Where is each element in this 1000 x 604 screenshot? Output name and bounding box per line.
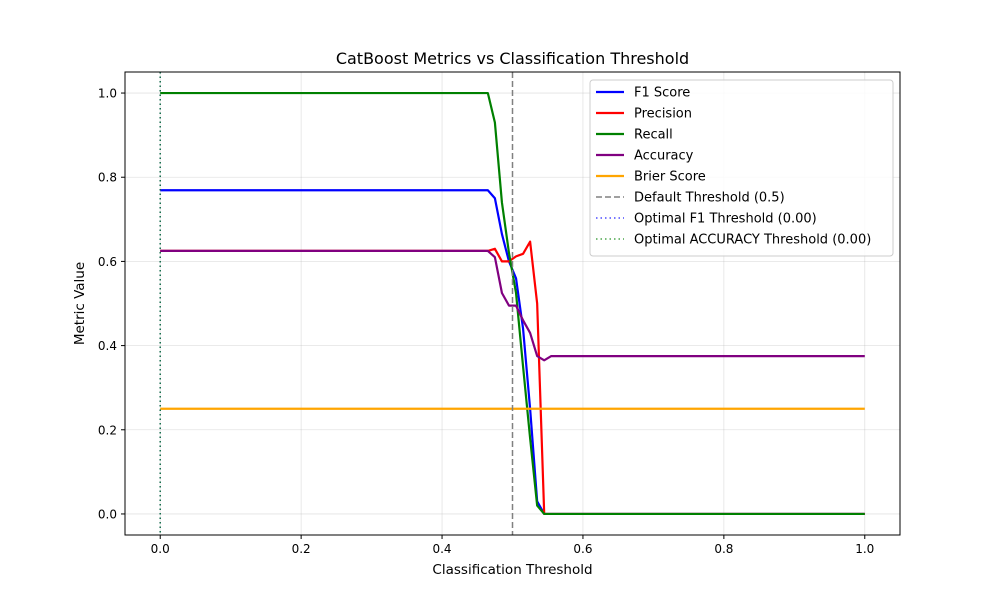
legend-label: Recall [634, 128, 673, 143]
x-axis-label: Classification Threshold [432, 562, 592, 578]
y-tick-label: 0.4 [98, 339, 117, 353]
legend-box [589, 79, 894, 257]
y-tick-label: 1.0 [98, 87, 117, 101]
chart-title: CatBoost Metrics vs Classification Thres… [336, 49, 689, 68]
ticks: 0.0 0.2 0.4 0.6 0.8 1.0 0.0 0.2 0.4 0.6 0.8 1.0 [98, 87, 874, 556]
y-axis-label: Metric Value [72, 262, 88, 345]
plot-lines [159, 72, 865, 535]
x-tick-label: 0.2 [292, 542, 311, 556]
legend-label: Precision [634, 107, 692, 122]
series-line-recall [160, 91, 865, 516]
axes-frame [124, 71, 901, 536]
legend-label: F1 Score [634, 86, 690, 101]
legend-label: Default Threshold (0.5) [634, 191, 785, 206]
x-tick-label: 0.6 [573, 542, 592, 556]
x-tick-label: 0.4 [432, 542, 451, 556]
x-tick-label: 0.8 [714, 542, 733, 556]
y-tick-label: 0.2 [98, 423, 117, 437]
series-line-accuracy [160, 249, 865, 362]
legend: F1 Score Precision Recall Accuracy Brier Sco… [589, 79, 894, 257]
y-tick-label: 0.8 [98, 171, 117, 185]
legend-label: Optimal F1 Threshold (0.00) [634, 212, 817, 227]
legend-label: Brier Score [634, 170, 706, 185]
y-tick-label: 0.6 [98, 255, 117, 269]
legend-label: Accuracy [634, 149, 694, 164]
x-tick-label: 1.0 [855, 542, 874, 556]
legend-label: Optimal ACCURACY Threshold (0.00) [634, 233, 871, 248]
x-tick-label: 0.0 [151, 542, 170, 556]
y-tick-label: 0.0 [98, 507, 117, 521]
